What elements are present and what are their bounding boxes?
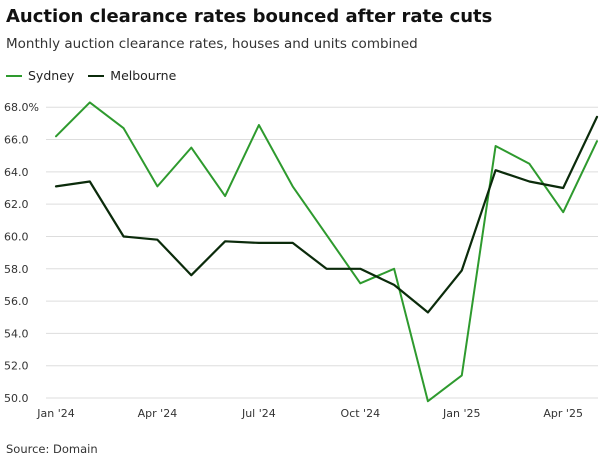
series-layer (54, 101, 599, 403)
legend-swatch-sydney (6, 74, 22, 77)
series-line-sydney (55, 101, 598, 403)
x-tick-label: Jan '25 (442, 407, 480, 420)
y-tick-label: 58.0 (4, 263, 29, 276)
y-tick-label: 64.0 (4, 166, 29, 179)
legend-label-melbourne: Melbourne (110, 68, 177, 83)
x-axis-ticks: Jan '24 Apr '24 Jul '24 Oct '24 Jan '25 Apr '… (36, 407, 583, 420)
y-tick-label: 50.0 (4, 392, 29, 405)
legend-label-sydney: Sydney (28, 68, 75, 83)
legend-swatch-melbourne (88, 74, 105, 77)
x-tick-label: Oct '24 (341, 407, 381, 420)
legend-item-sydney: Sydney (6, 68, 74, 83)
y-axis-ticks: 68.0% 66.0 64.0 62.0 60.0 58.0 56.0 54.0 52.0 50.… (4, 101, 39, 405)
x-tick-label: Apr '24 (138, 407, 178, 420)
x-tick-label: Jan '24 (36, 407, 74, 420)
y-tick-label: 68.0% (4, 101, 39, 114)
chart-subtitle: Monthly auction clearance rates, houses … (6, 36, 418, 52)
x-tick-label: Jul '24 (241, 407, 276, 420)
y-tick-label: 52.0 (4, 360, 29, 373)
legend-item-melbourne: Melbourne (88, 68, 176, 83)
chart-source: Source: Domain (6, 442, 98, 456)
y-tick-label: 66.0 (4, 134, 29, 147)
y-tick-label: 54.0 (4, 327, 29, 340)
y-tick-label: 62.0 (4, 198, 29, 211)
y-tick-label: 56.0 (4, 295, 29, 308)
chart-title: Auction clearance rates bounced after ra… (6, 6, 493, 27)
y-tick-label: 60.0 (4, 230, 29, 243)
x-tick-label: Apr '25 (543, 407, 583, 420)
chart-legend: Sydney Melbourne (6, 68, 176, 83)
series-line-melbourne (54, 115, 599, 314)
grid-layer (46, 106, 598, 399)
